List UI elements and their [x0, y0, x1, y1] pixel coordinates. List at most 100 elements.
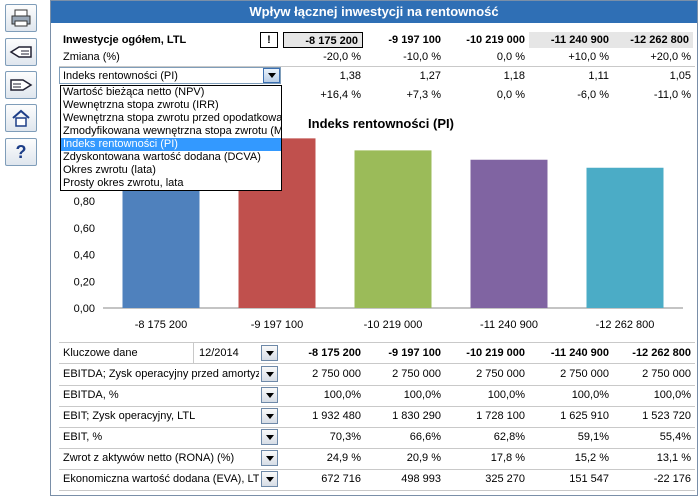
printer-icon — [11, 9, 31, 27]
chevron-down-icon — [265, 371, 274, 377]
home-icon — [12, 109, 30, 127]
main-panel: Wpływ łącznej inwestycji na rentowność I… — [50, 0, 698, 496]
key-row-value: 2 750 000 — [392, 368, 441, 380]
indicator-option[interactable]: Indeks rentowności (PI) — [61, 138, 281, 151]
key-row-value: 17,8 % — [490, 452, 525, 464]
y-tick-label: 0,20 — [74, 276, 95, 288]
bar — [586, 167, 664, 308]
indicator-change-5: -11,0 % — [653, 89, 691, 101]
key-row-dropdown-button[interactable] — [261, 429, 278, 445]
key-row-dropdown-button[interactable] — [261, 471, 278, 487]
key-row-value: 15,2 % — [574, 452, 609, 464]
key-row-value: 62,8% — [493, 431, 525, 443]
indicator-option[interactable]: Zmodyfikowana wewnętrzna stopa zwrotu (M… — [63, 125, 281, 137]
indicator-value-5: 1,05 — [669, 70, 691, 82]
chevron-down-icon — [265, 455, 274, 461]
indicator-change-2: +7,3 % — [406, 89, 441, 101]
indicator-select[interactable]: Indeks rentowności (PI) — [59, 67, 281, 84]
help-button[interactable]: ? — [5, 138, 37, 166]
key-row-dropdown-button[interactable] — [261, 387, 278, 403]
key-header-5: -12 262 800 — [632, 347, 691, 359]
chevron-down-icon — [265, 434, 274, 440]
key-row-value: 20,9 % — [406, 452, 441, 464]
y-tick-label: 0,40 — [74, 250, 95, 262]
investment-value-1[interactable]: -8 175 200 — [283, 32, 363, 48]
window-title: Wpływ łącznej inwestycji na rentowność — [51, 1, 697, 23]
indicator-option[interactable]: Prosty okres zwrotu, lata — [63, 177, 184, 189]
warning-button[interactable]: ! — [260, 32, 278, 48]
indicator-option[interactable]: Zdyskontowana wartość dodana (DCVA) — [63, 151, 261, 163]
x-tick-label: -8 175 200 — [135, 319, 188, 331]
key-row-value: 325 270 — [485, 473, 525, 485]
indicator-option[interactable]: Okres zwrotu (lata) — [63, 164, 156, 176]
indicator-change-3: 0,0 % — [496, 89, 525, 101]
chevron-down-icon — [265, 392, 274, 398]
indicator-value-4: 1,11 — [588, 70, 609, 82]
key-row-value: 1 625 910 — [560, 410, 609, 422]
indicator-change-1: +16,4 % — [320, 89, 361, 101]
key-row-value: 2 750 000 — [312, 368, 361, 380]
key-header-3: -10 219 000 — [466, 347, 525, 359]
key-row-label: EBIT; Zysk operacyjny, LTL — [63, 410, 196, 422]
investment-value-4: -11 240 900 — [529, 32, 613, 48]
key-header-4: -11 240 900 — [550, 347, 609, 359]
investment-value-5: -12 262 800 — [613, 32, 693, 48]
key-row-value: 1 523 720 — [642, 410, 691, 422]
key-row-label: Zwrot z aktywów netto (RONA) (%) — [63, 452, 235, 464]
key-row-value: 70,3% — [329, 431, 361, 443]
y-tick-label: 0,60 — [74, 223, 95, 235]
period-value: 12/2014 — [199, 347, 239, 359]
key-row-value: 66,6% — [409, 431, 441, 443]
key-row-label: EBIT, % — [63, 431, 103, 443]
forward-button[interactable] — [5, 71, 37, 99]
investment-value-3: -10 219 000 — [466, 34, 525, 46]
period-dropdown-button[interactable] — [261, 345, 278, 361]
indicator-value-2: 1,27 — [419, 70, 441, 82]
key-row-value: 1 932 480 — [312, 410, 361, 422]
indicator-value-1: 1,38 — [339, 70, 361, 82]
change-value-1: -20,0 % — [323, 51, 361, 63]
key-row-dropdown-button[interactable] — [261, 408, 278, 424]
key-row-value: 13,1 % — [656, 452, 691, 464]
key-row-value: 100,0% — [571, 389, 609, 401]
print-button[interactable] — [5, 4, 37, 32]
key-row-dropdown-button[interactable] — [261, 366, 278, 382]
home-button[interactable] — [5, 104, 37, 132]
key-row-value: 672 716 — [321, 473, 361, 485]
indicator-dropdown-button[interactable] — [263, 68, 280, 83]
key-row-value: 100,0% — [323, 389, 361, 401]
indicator-option[interactable]: Wartość bieżąca netto (NPV) — [63, 86, 205, 98]
chevron-down-icon — [267, 73, 276, 78]
key-row-label: EBITDA; Zysk operacyjny przed amortyzacj… — [63, 368, 259, 380]
key-row-value: 100,0% — [403, 389, 441, 401]
chevron-down-icon — [265, 413, 274, 419]
key-row-value: 2 750 000 — [560, 368, 609, 380]
chevron-down-icon — [265, 476, 274, 482]
hand-right-icon — [10, 79, 33, 91]
key-row-value: 100,0% — [653, 389, 691, 401]
indicator-option[interactable]: Wewnętrzna stopa zwrotu (IRR) — [63, 99, 219, 111]
change-value-3: 0,0 % — [496, 51, 525, 63]
indicator-select-value: Indeks rentowności (PI) — [63, 70, 178, 82]
back-button[interactable] — [5, 38, 37, 66]
key-data-label: Kluczowe dane — [63, 347, 138, 359]
indicator-value-3: 1,18 — [503, 70, 525, 82]
change-value-2: -10,0 % — [403, 51, 441, 63]
help-icon: ? — [15, 141, 27, 162]
key-row-value: 2 750 000 — [642, 368, 691, 380]
key-row-value: 2 750 000 — [476, 368, 525, 380]
bar — [470, 159, 548, 308]
y-tick-label: 0,80 — [74, 196, 95, 208]
key-row-value: 55,4% — [659, 431, 691, 443]
change-value-5: +20,0 % — [650, 51, 691, 63]
key-header-2: -9 197 100 — [388, 347, 441, 359]
key-row-dropdown-button[interactable] — [261, 450, 278, 466]
bar — [354, 150, 432, 308]
key-row-value: 1 728 100 — [476, 410, 525, 422]
chevron-down-icon — [265, 350, 274, 356]
change-label: Zmiana (%) — [63, 51, 120, 63]
x-tick-label: -12 262 800 — [596, 319, 655, 331]
key-row-value: -22 176 — [653, 473, 691, 485]
hand-left-icon — [9, 46, 32, 58]
indicator-option[interactable]: Wewnętrzna stopa zwrotu przed opodatkowa… — [63, 112, 281, 124]
